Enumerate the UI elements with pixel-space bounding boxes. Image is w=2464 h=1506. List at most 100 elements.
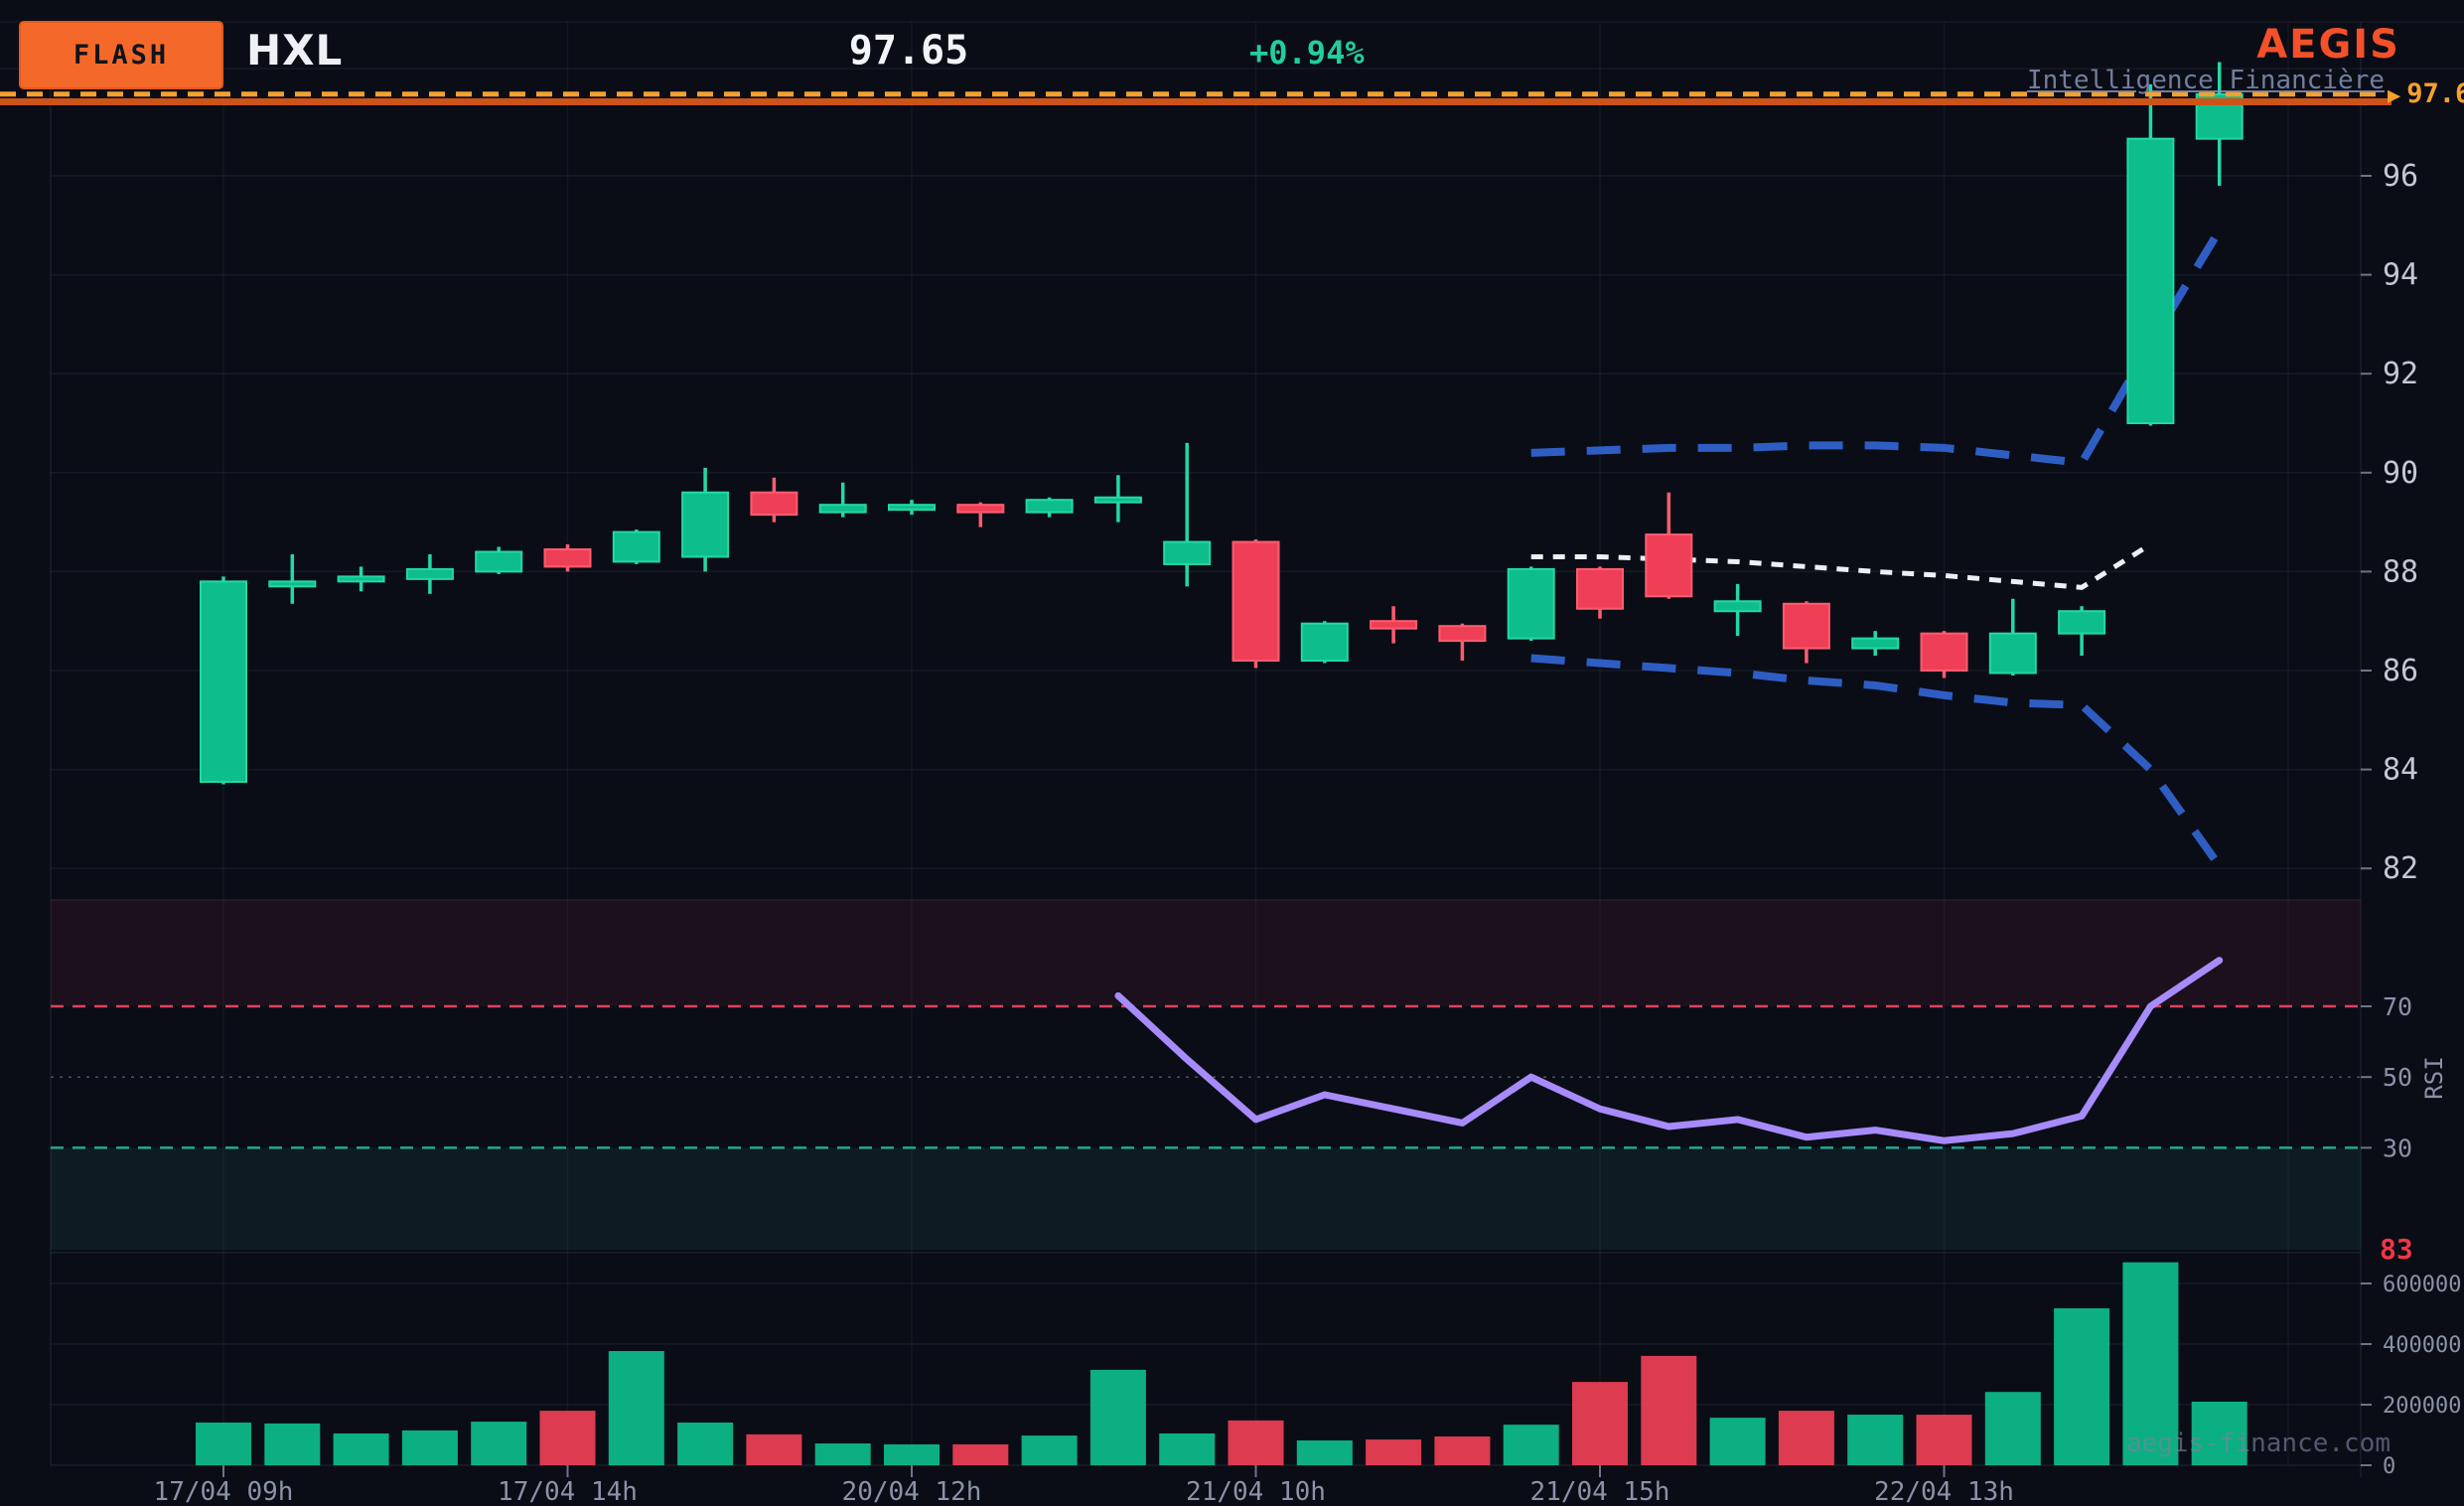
rsi-axis-title: RSI (2420, 1056, 2448, 1099)
volume-bar (1228, 1420, 1284, 1465)
candle (405, 553, 454, 594)
candle (1300, 621, 1349, 664)
volume-bar (1366, 1439, 1422, 1465)
volume-axis: 600000 400000 200000 0 (2361, 1273, 2461, 1479)
candle (818, 482, 867, 518)
volume-bar (2122, 1262, 2179, 1465)
price-tick-label: 92 (2383, 357, 2418, 391)
x-tick-label: 20/04 12h (842, 1477, 982, 1506)
candle (1576, 566, 1624, 619)
rsi-tick-label: 30 (2383, 1133, 2412, 1162)
last-price: 97.65 (848, 28, 969, 74)
rsi-tick-label: 70 (2383, 992, 2412, 1021)
candle (1988, 598, 2037, 676)
price-axis: 96 94 92 90 88 86 84 82 (2361, 159, 2418, 886)
price-tick-label: 90 (2383, 456, 2418, 491)
price-tick-label: 96 (2383, 159, 2418, 194)
candle (2058, 606, 2106, 657)
candle (1438, 623, 1487, 662)
volume-bar (2054, 1308, 2110, 1465)
current-price-line (0, 91, 2392, 105)
candle (1920, 631, 1968, 678)
current-price-badge: ▶97.65 (2388, 78, 2464, 109)
candle (268, 553, 317, 604)
candle (2126, 83, 2175, 426)
volume-bar (1434, 1436, 1491, 1465)
flash-button[interactable]: FLASH (19, 21, 223, 89)
volume-bar (746, 1433, 802, 1465)
volume-bar (1916, 1415, 1972, 1465)
ticker-symbol: HXL (246, 26, 344, 75)
volume-bar (333, 1432, 389, 1465)
volume-bar (1021, 1435, 1078, 1465)
candle (1370, 606, 1418, 644)
rsi-tick-label: 50 (2383, 1063, 2412, 1092)
volume-bar (814, 1443, 871, 1465)
x-tick-label: 21/04 10h (1186, 1477, 1326, 1506)
candle (1093, 475, 1142, 523)
volume-bar (1296, 1439, 1353, 1465)
price-tick-label: 88 (2383, 554, 2418, 589)
volume-bar (1572, 1382, 1628, 1465)
volume-bar (608, 1351, 664, 1465)
price-tick-label: 86 (2383, 654, 2418, 688)
candle (1163, 442, 1212, 587)
volume-bar (2191, 1401, 2247, 1465)
candle (1232, 539, 1280, 669)
candle (543, 544, 592, 572)
candle (1782, 601, 1830, 664)
volume-bar (401, 1430, 458, 1465)
price-tick-label: 94 (2383, 258, 2418, 293)
volume-bar (952, 1443, 1009, 1465)
candle (337, 566, 385, 592)
x-tick-label: 17/04 09h (154, 1477, 294, 1506)
volume-bar (1709, 1418, 1766, 1465)
price-marker-label: 97.65 (2406, 78, 2464, 109)
candle (475, 546, 523, 574)
volume-tick-label: 0 (2383, 1454, 2395, 1479)
volume-bar (1159, 1432, 1216, 1465)
bollinger-lower-line (1530, 654, 2223, 869)
volume-bar (884, 1443, 940, 1465)
x-axis: 17/04 09h 17/04 14h 20/04 12h 21/04 10h 21/0… (154, 1465, 2014, 1506)
volume-bar (539, 1411, 596, 1465)
volume-bar (677, 1422, 734, 1465)
x-tick-label: 21/04 15h (1530, 1477, 1670, 1506)
volume-bar (1503, 1425, 1559, 1465)
candle (1507, 566, 1555, 642)
candle (200, 576, 247, 785)
candle (1713, 583, 1762, 637)
volume-tick-label: 400000 (2383, 1333, 2461, 1358)
watermark-top: Intelligence Financière (2026, 66, 2385, 95)
volume-tick-label: 600000 (2383, 1273, 2461, 1297)
gridlines (0, 21, 2464, 1477)
candle (888, 500, 936, 516)
candle (1025, 497, 1074, 518)
volume-bar (1984, 1392, 2041, 1465)
watermark-bottom: aegis-finance.com (2125, 1429, 2391, 1458)
price-tick-label: 84 (2383, 753, 2418, 788)
rsi-line (1114, 957, 2224, 1144)
x-tick-label: 17/04 14h (498, 1477, 638, 1506)
bollinger-upper-line (1530, 227, 2224, 467)
top-bar: FLASH HXL 97.65 +0.94% AEGIS (0, 0, 2464, 101)
candle (1851, 631, 1900, 657)
candle (612, 529, 660, 564)
rsi-current-value: 83 (2380, 1233, 2413, 1266)
volume-bar (1778, 1411, 1834, 1465)
candle (750, 477, 798, 523)
volume-bars (196, 1262, 2247, 1465)
rsi-zones (51, 900, 2361, 1250)
volume-bar (196, 1422, 251, 1465)
x-tick-label: 22/04 13h (1874, 1477, 2014, 1506)
volume-bar (1089, 1369, 1146, 1465)
volume-bar (471, 1422, 527, 1465)
candles-layer (200, 62, 2244, 785)
rsi-overbought-zone (51, 900, 2361, 1006)
volume-tick-label: 200000 (2383, 1394, 2461, 1419)
price-change: +0.94% (1249, 34, 1365, 72)
price-arrow-icon: ▶ (2388, 83, 2401, 108)
volume-bar (1641, 1355, 1697, 1465)
